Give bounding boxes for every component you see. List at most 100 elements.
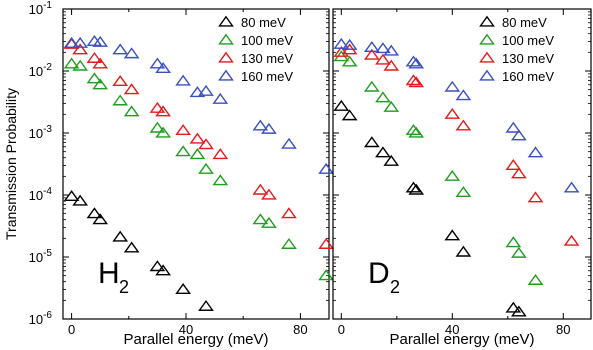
right-series-3-point [455, 89, 472, 101]
left-series-0-point [198, 299, 214, 311]
right-series-2-point [408, 76, 425, 88]
y-tick-label-base: 10 [29, 312, 43, 327]
right-series-0-point [408, 183, 425, 195]
left-series-2-point [123, 83, 140, 95]
right-series-1-point [527, 273, 544, 285]
left-legend-label: 130 meV [241, 51, 293, 66]
left-series-3-point [155, 62, 171, 74]
right-series-2-point [511, 167, 527, 179]
right-series-0-point [455, 245, 472, 257]
right-series-1-point [341, 55, 358, 67]
left-series-1-point [123, 105, 140, 117]
right-panel-label-sub: 2 [390, 277, 400, 297]
left-series-1-point [149, 121, 166, 133]
left-legend-label: 160 meV [241, 69, 293, 84]
right-series-0-point [333, 99, 350, 111]
y-tick-label: 10-3 [29, 124, 53, 141]
y-tick-label-base: 10 [29, 188, 43, 203]
y-tick-label: 10-4 [29, 186, 53, 203]
right-legend-marker [479, 51, 495, 63]
right-series-3-point [527, 146, 544, 158]
left-series-1-point [261, 216, 277, 228]
left-series-2-point [86, 51, 103, 63]
left-series-2-point [212, 148, 229, 160]
left-series-3-point [252, 119, 269, 131]
left-series-0-point [63, 189, 80, 201]
y-tick-label-base: 10 [29, 126, 43, 141]
left-series-1-point [175, 145, 191, 157]
right-series-3-point [333, 37, 350, 49]
left-panel-label-sub: 2 [119, 277, 129, 297]
left-series-3-point [92, 35, 109, 47]
left-series-2-point [72, 43, 89, 55]
right-series-3-point [511, 129, 527, 141]
right-legend-marker [479, 15, 495, 27]
left-series-0-point [123, 241, 140, 253]
left-legend-marker [218, 15, 234, 27]
right-series-3-point [405, 55, 422, 67]
left-series-3-point [318, 162, 335, 174]
right-series-3-point [505, 121, 522, 133]
left-series-3-point [175, 74, 191, 86]
left-series-3-point [189, 86, 206, 98]
left-panel-label: H 2 [98, 257, 129, 297]
right-legend-label: 130 meV [502, 51, 554, 66]
left-series-3-point [212, 92, 229, 104]
right-x-axis-label: Parallel energy (meV) [389, 331, 534, 348]
left-series-0-point [112, 230, 129, 242]
left-series-3-point [63, 36, 80, 48]
right-series-1-point [444, 169, 461, 181]
right-panel-label-main: D [368, 257, 390, 290]
right-series-1-point [405, 124, 422, 136]
right-series-2-point [505, 159, 522, 171]
right-x-tick-label: 40 [445, 322, 459, 337]
left-legend-label: 80 meV [241, 15, 286, 30]
right-series-3-point [563, 181, 580, 193]
left-series-1-point [281, 237, 297, 249]
left-legend-marker [218, 51, 234, 63]
left-legend-marker [218, 33, 234, 45]
right-legend-marker [479, 33, 495, 45]
right-series-2-point [405, 74, 422, 86]
left-legend-label: 100 meV [241, 33, 293, 48]
left-series-3-point [198, 84, 214, 96]
right-series-1-point [383, 100, 400, 112]
right-series-2-point [527, 191, 544, 203]
y-tick-label-exponent: -2 [43, 62, 52, 73]
right-plot-frame [332, 8, 592, 320]
left-series-3-point [149, 57, 166, 69]
left-series-0-point [149, 260, 166, 272]
left-series-2-point [261, 188, 277, 200]
right-series-0-point [505, 301, 522, 313]
right-legend-marker [479, 69, 495, 81]
right-series-0-point [405, 181, 422, 193]
right-series-1-point [455, 186, 472, 198]
y-tick-label-exponent: -6 [43, 310, 52, 321]
left-x-tick-label: 0 [68, 322, 75, 337]
right-legend-label: 160 meV [502, 69, 554, 84]
right-series-1-point [363, 80, 380, 92]
right-series-1-point [511, 246, 527, 258]
left-series-1-point [198, 162, 214, 174]
left-legend: 80 meV 100 meV 130 meV 160 meV [218, 15, 293, 84]
left-series-1-point [212, 174, 229, 186]
y-tick-label: 10-1 [29, 0, 53, 17]
left-series-0-point [155, 264, 171, 276]
left-series-1-point [112, 94, 129, 106]
y-tick-label-exponent: -5 [43, 248, 52, 259]
right-series-3-point [363, 41, 380, 53]
left-series-1-point [86, 72, 103, 84]
right-series-1-point [505, 236, 522, 248]
right-data-markers [333, 37, 580, 317]
left-series-2-point [112, 74, 129, 86]
right-series-2-point [455, 119, 472, 131]
right-series-2-point [363, 48, 380, 60]
left-series-2-point [149, 101, 166, 113]
right-legend: 80 meV 100 meV 130 meV 160 meV [479, 15, 554, 84]
right-series-2-point [375, 53, 391, 65]
left-series-1-point [155, 126, 171, 138]
left-series-1-point [72, 59, 89, 71]
right-series-0-point [375, 146, 391, 158]
